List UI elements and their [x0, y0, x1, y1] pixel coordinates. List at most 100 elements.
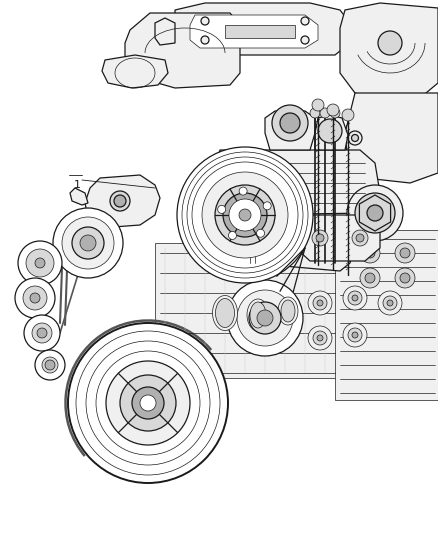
Circle shape	[352, 295, 358, 301]
Polygon shape	[315, 115, 348, 150]
Circle shape	[132, 387, 164, 419]
Circle shape	[249, 302, 281, 334]
Circle shape	[140, 395, 156, 411]
Circle shape	[202, 172, 288, 258]
Circle shape	[310, 108, 320, 118]
Circle shape	[312, 99, 324, 111]
Circle shape	[42, 357, 58, 373]
Circle shape	[229, 199, 261, 231]
Circle shape	[313, 296, 327, 310]
Circle shape	[227, 280, 303, 356]
Ellipse shape	[250, 302, 266, 328]
Circle shape	[182, 152, 308, 278]
Circle shape	[24, 315, 60, 351]
Circle shape	[367, 205, 383, 221]
Circle shape	[96, 351, 200, 455]
Ellipse shape	[212, 295, 237, 330]
Circle shape	[68, 323, 228, 483]
Polygon shape	[175, 3, 350, 55]
Circle shape	[342, 109, 354, 121]
Circle shape	[110, 191, 130, 211]
Ellipse shape	[215, 298, 234, 327]
Circle shape	[316, 234, 324, 242]
Circle shape	[400, 248, 410, 258]
Circle shape	[280, 113, 300, 133]
Polygon shape	[155, 18, 175, 45]
Circle shape	[343, 286, 367, 310]
Ellipse shape	[281, 300, 295, 322]
Circle shape	[320, 108, 330, 118]
Circle shape	[387, 300, 393, 306]
Circle shape	[120, 375, 176, 431]
Circle shape	[327, 104, 339, 116]
Circle shape	[26, 249, 54, 277]
Polygon shape	[215, 215, 355, 271]
Circle shape	[330, 108, 340, 118]
Circle shape	[23, 286, 47, 310]
Circle shape	[312, 230, 328, 246]
Polygon shape	[340, 3, 438, 101]
Circle shape	[348, 291, 362, 305]
Polygon shape	[225, 25, 295, 38]
Polygon shape	[155, 243, 340, 378]
Text: 1: 1	[74, 180, 81, 190]
Circle shape	[53, 208, 123, 278]
Circle shape	[352, 134, 358, 141]
Circle shape	[15, 278, 55, 318]
Circle shape	[223, 193, 267, 237]
Circle shape	[313, 331, 327, 345]
Circle shape	[177, 147, 313, 283]
Circle shape	[18, 241, 62, 285]
Circle shape	[347, 185, 403, 241]
Circle shape	[76, 331, 220, 475]
Circle shape	[239, 209, 251, 221]
Circle shape	[318, 119, 342, 143]
Circle shape	[308, 326, 332, 350]
Circle shape	[72, 227, 104, 259]
Circle shape	[32, 323, 52, 343]
Circle shape	[383, 296, 397, 310]
Polygon shape	[335, 230, 438, 400]
Circle shape	[80, 235, 96, 251]
Circle shape	[218, 205, 226, 213]
Circle shape	[355, 193, 395, 233]
Circle shape	[45, 360, 55, 370]
Polygon shape	[298, 215, 380, 261]
Circle shape	[237, 290, 293, 346]
Circle shape	[317, 300, 323, 306]
Circle shape	[360, 268, 380, 288]
Circle shape	[301, 17, 309, 25]
Circle shape	[263, 202, 271, 210]
Polygon shape	[85, 175, 160, 228]
Polygon shape	[265, 111, 315, 150]
Circle shape	[378, 291, 402, 315]
Circle shape	[215, 185, 275, 245]
Polygon shape	[345, 93, 438, 183]
Circle shape	[395, 268, 415, 288]
Circle shape	[301, 36, 309, 44]
Circle shape	[35, 258, 45, 268]
Circle shape	[343, 323, 367, 347]
Circle shape	[229, 231, 237, 239]
Polygon shape	[360, 195, 391, 231]
Circle shape	[114, 195, 126, 207]
Circle shape	[272, 105, 308, 141]
Circle shape	[106, 361, 190, 445]
Polygon shape	[215, 150, 380, 215]
Circle shape	[352, 332, 358, 338]
Circle shape	[317, 335, 323, 341]
Circle shape	[395, 243, 415, 263]
Circle shape	[360, 243, 380, 263]
Circle shape	[30, 293, 40, 303]
Circle shape	[37, 328, 47, 338]
Circle shape	[348, 328, 362, 342]
Circle shape	[86, 341, 210, 465]
Ellipse shape	[247, 299, 269, 331]
Circle shape	[308, 291, 332, 315]
Circle shape	[352, 230, 368, 246]
Circle shape	[35, 350, 65, 380]
Circle shape	[257, 229, 265, 237]
Polygon shape	[125, 13, 240, 88]
Circle shape	[239, 187, 247, 195]
Circle shape	[400, 273, 410, 283]
